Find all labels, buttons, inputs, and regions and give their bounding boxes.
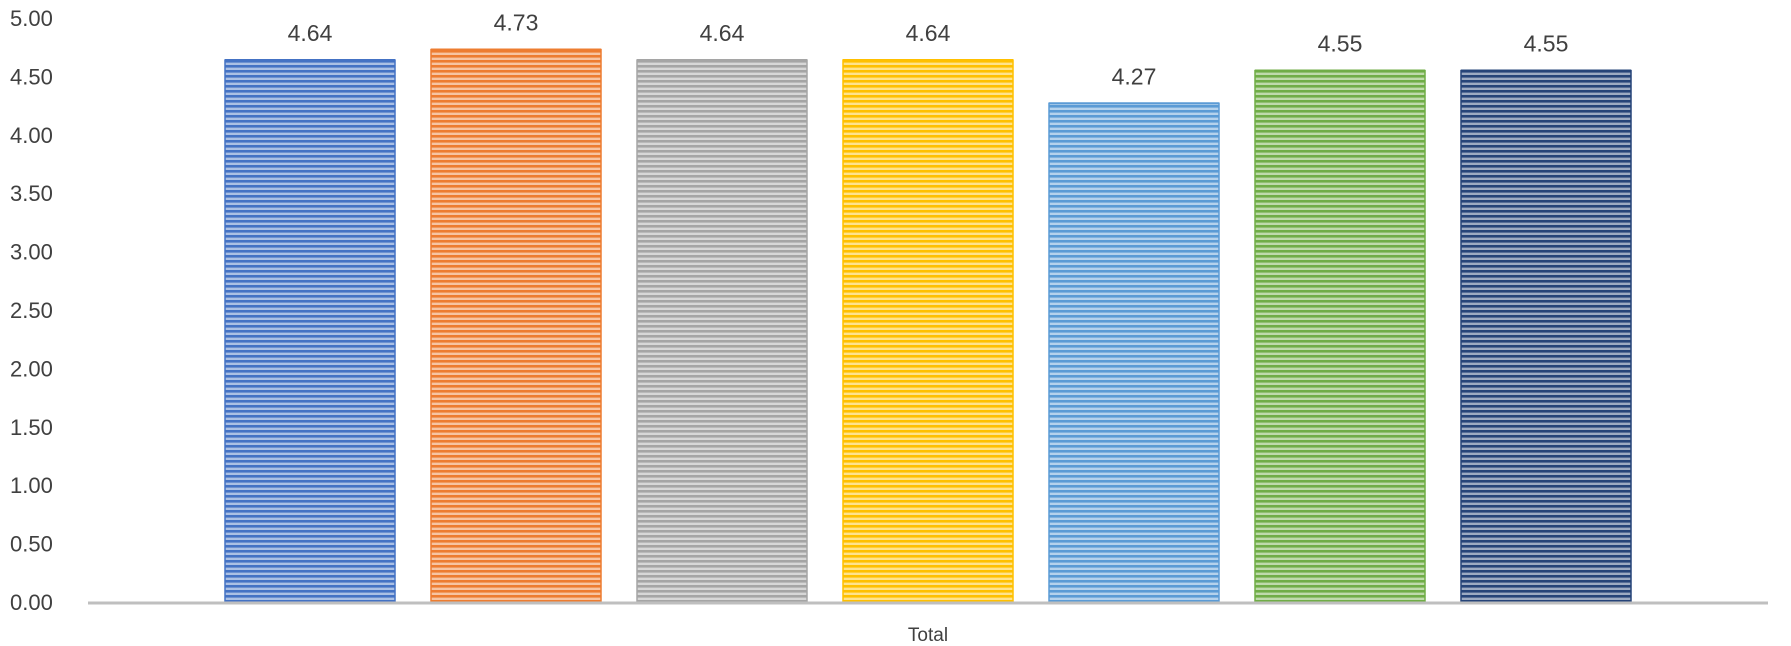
y-tick-label: 2.00 bbox=[10, 356, 53, 381]
y-tick-label: 4.00 bbox=[10, 123, 53, 148]
y-axis-tick-labels: 0.00 0.50 1.00 1.50 2.00 2.50 3.00 3.50 4.00 4.50… bbox=[10, 6, 53, 615]
x-category-label: Total bbox=[908, 625, 948, 646]
data-label: 4.64 bbox=[288, 20, 333, 46]
data-labels-group: 4.64 4.73 4.64 4.64 4.27 4.55 4.55 bbox=[288, 10, 1569, 90]
bar bbox=[224, 59, 396, 603]
y-tick-label: 5.00 bbox=[10, 6, 53, 31]
bar bbox=[1254, 69, 1426, 603]
y-tick-label: 1.50 bbox=[10, 415, 53, 440]
bar bbox=[842, 59, 1014, 603]
data-label: 4.64 bbox=[700, 20, 745, 46]
bar bbox=[1048, 102, 1220, 603]
y-tick-label: 3.00 bbox=[10, 240, 53, 265]
data-label: 4.64 bbox=[906, 20, 951, 46]
x-axis-tick-labels: Total bbox=[908, 625, 948, 646]
y-tick-label: 0.00 bbox=[10, 590, 53, 615]
y-tick-label: 3.50 bbox=[10, 181, 53, 206]
y-tick-label: 1.00 bbox=[10, 473, 53, 498]
data-label: 4.73 bbox=[494, 10, 539, 36]
data-label: 4.55 bbox=[1318, 31, 1363, 57]
data-label: 4.55 bbox=[1524, 31, 1569, 57]
y-tick-label: 0.50 bbox=[10, 532, 53, 557]
bar-series-group bbox=[224, 48, 1632, 603]
y-tick-label: 4.50 bbox=[10, 64, 53, 89]
bar bbox=[636, 59, 808, 603]
bar bbox=[430, 48, 602, 603]
y-tick-label: 2.50 bbox=[10, 298, 53, 323]
data-label: 4.27 bbox=[1112, 63, 1157, 89]
bar bbox=[1460, 69, 1632, 603]
